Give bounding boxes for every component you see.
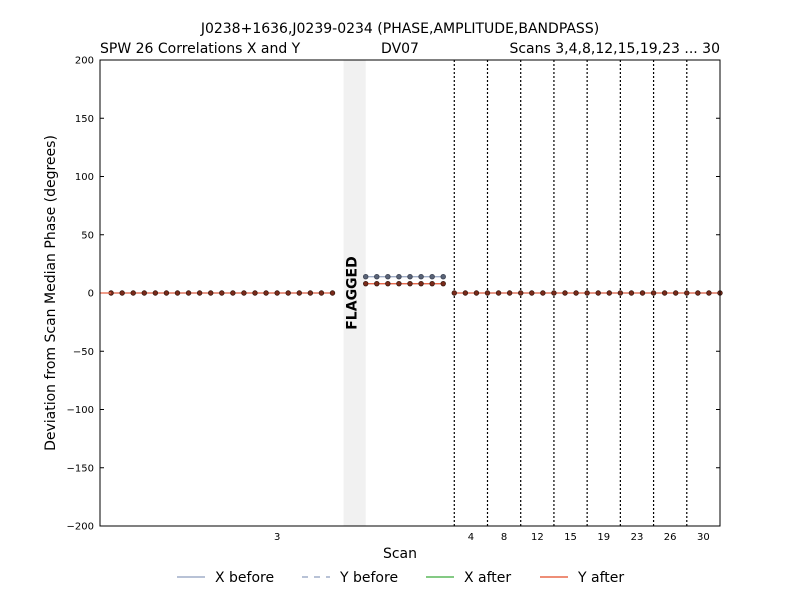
chart-title: J0238+1636,J0239-0234 (PHASE,AMPLITUDE,B… (200, 21, 599, 37)
y-after-point (130, 290, 136, 296)
x-tick-label: 12 (531, 532, 544, 543)
y-after-point (363, 280, 369, 287)
y-after-point (174, 290, 181, 296)
y-after-point (573, 290, 579, 296)
flagged-region (343, 60, 366, 526)
y-after-point (429, 280, 435, 287)
x-before-point (440, 273, 446, 280)
y-after-point (495, 290, 502, 296)
y-after-point (562, 290, 568, 296)
y-after-point (241, 290, 247, 296)
flagged-label: FLAGGED (345, 256, 361, 330)
y-after-point (252, 290, 258, 296)
x-before-point (396, 273, 402, 280)
y-after-point (119, 290, 125, 296)
x-tick-label: 30 (697, 532, 710, 543)
y-after-point (385, 280, 391, 287)
legend-label: Y before (339, 570, 398, 586)
x-before-point (385, 273, 391, 280)
y-after-point (396, 280, 402, 287)
y-after-point (329, 290, 336, 296)
y-after-point (628, 290, 635, 296)
y-after-point (673, 290, 679, 296)
y-after-point (650, 290, 657, 296)
x-before-point (429, 273, 435, 280)
y-tick-label: 50 (81, 230, 94, 241)
y-after-point (219, 290, 225, 296)
y-after-point (506, 290, 513, 296)
y-after-point (440, 280, 446, 287)
y-after-point (695, 290, 701, 296)
y-after-point (462, 290, 469, 296)
y-after-point (285, 290, 291, 296)
y-after-point (639, 290, 646, 296)
y-axis-label: Deviation from Scan Median Phase (degree… (43, 135, 59, 451)
chart-subtitle-center: DV07 (381, 41, 419, 57)
y-after-point (196, 290, 203, 296)
y-after-point (163, 290, 170, 296)
x-before-point (363, 273, 369, 280)
x-tick-label: 3 (274, 532, 280, 543)
y-after-point (296, 290, 302, 296)
y-tick-label: 100 (75, 172, 94, 183)
y-after-point (152, 290, 159, 296)
y-after-point (529, 290, 535, 296)
legend: X before Y before X after Y after (177, 570, 624, 586)
y-after-point (307, 290, 314, 296)
x-tick-label: 4 (468, 532, 474, 543)
y-after-point (263, 290, 269, 296)
y-tick-label: −100 (67, 405, 94, 416)
legend-label: Y after (577, 570, 624, 586)
y-after-point (617, 290, 624, 296)
x-before-point (418, 273, 424, 280)
legend-label: X before (215, 570, 274, 586)
y-tick-label: −150 (67, 463, 94, 474)
x-before-point (374, 273, 380, 280)
y-after-point (318, 290, 325, 296)
y-after-point (551, 290, 557, 296)
y-after-point (684, 290, 690, 296)
x-tick-label: 8 (501, 532, 507, 543)
y-tick-label: −50 (73, 347, 94, 358)
y-after-point (185, 290, 192, 296)
y-after-point (274, 290, 280, 296)
y-after-point (661, 290, 668, 296)
x-before-point (407, 273, 413, 280)
y-after-point (595, 290, 601, 296)
y-after-point (473, 290, 480, 296)
y-after-point (141, 290, 147, 296)
y-after-point (540, 290, 546, 296)
x-axis-label: Scan (383, 546, 417, 562)
legend-label: X after (464, 570, 511, 586)
x-tick-label: 26 (664, 532, 677, 543)
y-after-point (451, 290, 457, 296)
x-tick-label: 23 (631, 532, 644, 543)
plot-area: FLAGGED 3 4 8 12 15 19 23 26 30 200 150 100 50 0 −50 −10… (67, 56, 723, 543)
y-after-point (230, 290, 236, 296)
y-after-point (518, 290, 524, 296)
y-after-point (208, 290, 214, 296)
y-after-point (484, 290, 491, 296)
y-after-point (706, 290, 712, 296)
y-tick-label: 150 (75, 114, 94, 125)
chart-subtitle-left: SPW 26 Correlations X and Y (100, 41, 301, 57)
chart-subtitle-right: Scans 3,4,8,12,15,19,23 ... 30 (509, 41, 720, 57)
x-tick-label: 15 (564, 532, 577, 543)
y-tick-label: 0 (88, 289, 94, 300)
y-after-point (374, 280, 380, 287)
plot-frame (99, 59, 721, 527)
y-after-point (407, 280, 413, 287)
y-tick-label: −200 (67, 522, 94, 533)
x-tick-label: 19 (597, 532, 610, 543)
y-after-point (606, 290, 612, 296)
y-after-point (418, 280, 424, 287)
y-tick-label: 200 (75, 56, 94, 67)
y-after-point (584, 290, 590, 296)
